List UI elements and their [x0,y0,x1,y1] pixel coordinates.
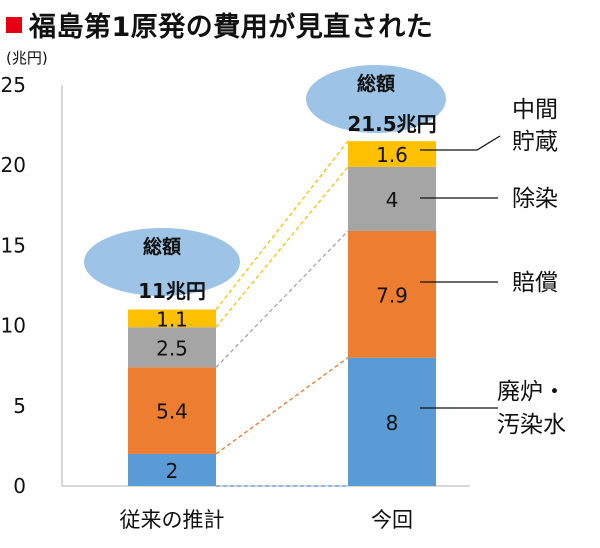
bar-value-label: 2.5 [156,336,188,360]
connector-line [215,166,349,328]
y-tick-label: 5 [13,394,26,418]
y-unit-label: (兆円) [6,49,48,67]
callout-label: 汚染水 [497,412,566,438]
chart-title: 福島第1原発の費用が見直された [29,11,434,43]
connector-line [215,357,349,455]
bar-value-label: 8 [386,411,399,435]
connector-line [215,230,349,368]
title-marker [6,17,22,33]
total-value: 11兆円 [138,279,206,303]
callout-label: 中間 [512,97,558,123]
x-category-label: 今回 [371,508,413,532]
total-ellipse [84,228,240,296]
callout-label: 廃炉・ [497,379,566,405]
total-value: 21.5兆円 [347,112,436,136]
callout-label: 貯蔵 [512,129,558,155]
callout-label: 除染 [512,186,558,212]
y-tick-label: 10 [1,314,26,338]
bar-segment [128,327,216,368]
y-tick-label: 0 [13,474,26,498]
bar-segment [128,309,216,328]
callout-line [420,135,501,151]
bar-segment [348,166,436,231]
bar-segment [348,230,436,358]
title-row: 福島第1原発の費用が見直された [6,4,433,44]
bar-segment [128,453,216,486]
total-heading: 総額 [143,235,181,258]
total-ellipse [306,65,446,133]
bar-segment [128,367,216,454]
bar-value-label: 4 [386,188,399,212]
bar-value-label: 7.9 [376,283,408,307]
callout-label: 賠償 [512,270,558,296]
x-category-label: 従来の推計 [120,508,225,532]
bar-value-label: 5.4 [156,400,188,424]
connector-line [215,140,349,310]
y-tick-label: 20 [1,153,26,177]
bar-segment [348,141,436,167]
bar-value-label: 1.1 [156,307,188,331]
total-heading: 総額 [357,72,395,95]
bar-value-label: 1.6 [376,143,408,167]
y-tick-label: 25 [1,73,26,97]
bar-value-label: 2 [166,459,179,483]
bar-segment [348,357,436,486]
y-tick-label: 15 [1,233,26,257]
